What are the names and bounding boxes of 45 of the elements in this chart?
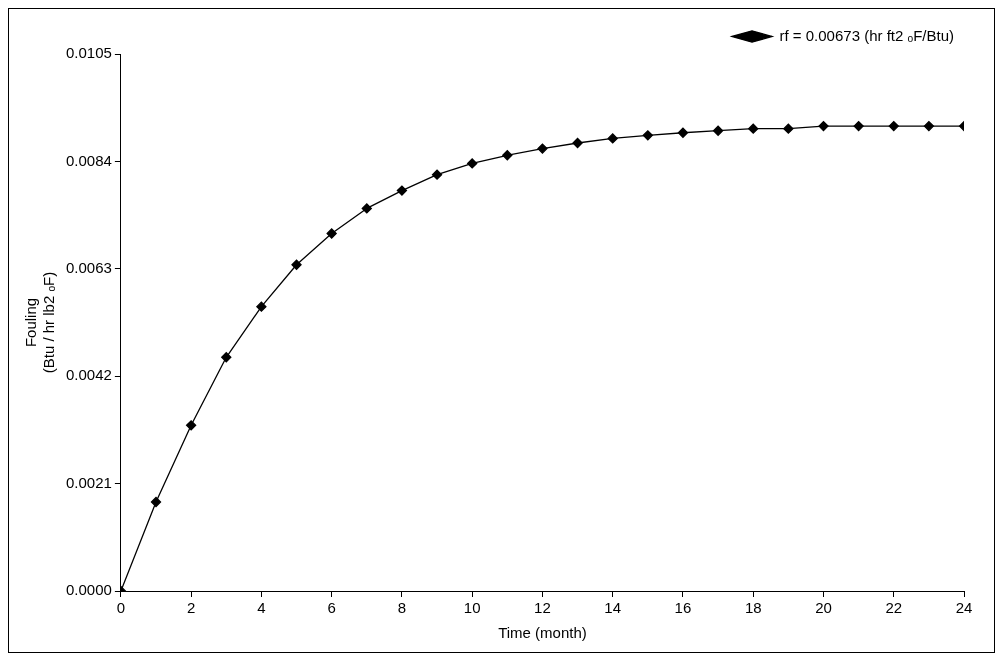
point: [783, 123, 794, 134]
x-tick-label: 2: [186, 599, 196, 617]
x-tick-label: 14: [604, 599, 622, 617]
y-tick-label: 0.0042: [65, 366, 112, 384]
point: [853, 120, 864, 132]
x-tick-label: 24: [955, 599, 973, 617]
point: [396, 185, 408, 196]
x-tick-label: 0: [116, 599, 126, 617]
x-tick-label: 20: [815, 599, 832, 617]
point: [361, 203, 372, 214]
x-tick-label: 8: [397, 599, 407, 617]
point: [677, 127, 689, 138]
y-tick-label: 0.0063: [65, 258, 112, 276]
x-tick-label: 12: [534, 599, 551, 617]
x-tick-label: 16: [674, 599, 692, 617]
x-tick-label: 18: [744, 599, 762, 617]
x-tick-label: 10: [463, 599, 481, 617]
point: [537, 143, 548, 154]
point: [572, 137, 583, 149]
point: [431, 169, 443, 180]
x-axis-title: Time (month): [498, 624, 587, 642]
point: [185, 420, 197, 431]
point: [256, 301, 267, 312]
y-tick-label: 0.0000: [65, 581, 112, 599]
point: [923, 120, 935, 132]
x-tick-label: 6: [327, 599, 336, 617]
point: [502, 150, 513, 161]
point: [291, 259, 302, 270]
point: [467, 158, 478, 169]
legend-label: rf = 0.00673 (hr ft2 ₒF/Btu): [779, 26, 955, 44]
y-tick-label: 0.0021: [65, 473, 112, 491]
x-tick-label: 4: [257, 599, 266, 617]
point: [748, 123, 759, 134]
point: [326, 228, 337, 239]
y-axis-title: Fouling (Btu / hr lb2 ₒF): [22, 271, 58, 374]
x-tick-label: 22: [885, 599, 903, 617]
point: [818, 120, 829, 132]
point: [607, 133, 618, 144]
point: [712, 125, 724, 136]
point: [150, 496, 162, 508]
y-tick-label: 0.0105: [65, 44, 112, 62]
point: [888, 120, 899, 132]
point: [221, 352, 232, 363]
point: [642, 130, 653, 141]
y-tick-label: 0.0084: [65, 151, 112, 169]
